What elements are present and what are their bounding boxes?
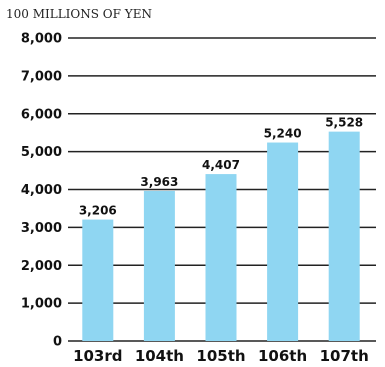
y-tick-label-2000: 2,000 — [21, 259, 62, 274]
y-tick-label-8000: 8,000 — [21, 32, 62, 47]
y-tick-label-7000: 7,000 — [21, 69, 62, 84]
y-tick-label-5000: 5,000 — [21, 145, 62, 160]
y-tick-label-4000: 4,000 — [21, 183, 62, 198]
y-axis-tick-labels: 0 1,000 2,000 3,000 4,000 5,000 6,000 7,000 8,00… — [21, 32, 62, 350]
y-tick-label-3000: 3,000 — [21, 221, 62, 236]
bar-103rd — [82, 219, 114, 341]
data-labels: 3,206 3,963 4,407 5,240 5,528 — [79, 116, 363, 218]
bar-104th — [143, 190, 175, 341]
x-tick-label-103rd: 103rd — [73, 347, 122, 365]
bar-107th — [328, 131, 360, 341]
x-tick-label-104th: 104th — [135, 347, 184, 365]
data-label-107th: 5,528 — [325, 116, 363, 130]
bar-106th — [267, 142, 299, 341]
data-label-105th: 4,407 — [202, 158, 240, 172]
x-axis-tick-labels: 103rd 104th 105th 106th 107th — [73, 347, 369, 365]
bars — [82, 131, 360, 341]
x-tick-label-105th: 105th — [196, 347, 245, 365]
bar-105th — [205, 174, 237, 341]
data-label-103rd: 3,206 — [79, 204, 117, 218]
y-tick-label-6000: 6,000 — [21, 107, 62, 122]
data-label-104th: 3,963 — [140, 175, 178, 189]
x-tick-label-106th: 106th — [258, 347, 307, 365]
y-tick-label-0: 0 — [53, 335, 62, 350]
x-tick-label-107th: 107th — [320, 347, 369, 365]
y-tick-label-1000: 1,000 — [21, 297, 62, 312]
data-label-106th: 5,240 — [264, 127, 302, 141]
unit-label: 100 MILLIONS OF YEN — [6, 7, 152, 21]
